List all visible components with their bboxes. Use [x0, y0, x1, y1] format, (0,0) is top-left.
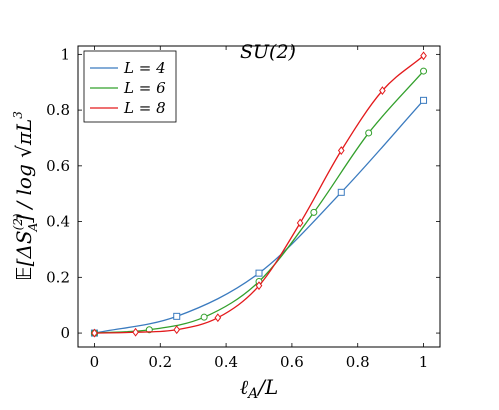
y-axis-label: 𝔼[ΔS(2)A] / log √πL3	[11, 111, 40, 281]
plot-frame	[77, 45, 441, 348]
svg-text:𝔼[ΔS(2)A] / log √πL3: 𝔼[ΔS(2)A] / log √πL3	[11, 111, 40, 281]
y-tick-label: 0.8	[46, 101, 70, 119]
data-point	[379, 86, 386, 96]
legend: L = 4 L = 6 L = 8	[83, 50, 177, 123]
x-tick-label: 1	[419, 353, 429, 371]
legend-box	[83, 50, 177, 123]
series-line	[94, 55, 424, 334]
y-axis-ticks: 0 0.2 0.4 0.6 0.8 1	[46, 45, 440, 342]
series-line	[94, 99, 425, 334]
x-axis-label: ℓA/L	[240, 375, 279, 402]
data-point	[365, 129, 373, 137]
y-tick-label: 0	[60, 324, 70, 342]
data-point	[420, 67, 428, 75]
x-axis-ticks: 0 0.2 0.4 0.6 0.8 1	[90, 46, 429, 371]
y-tick-label: 0.6	[46, 157, 70, 175]
data-point	[296, 218, 304, 228]
x-tick-label: 0.8	[346, 353, 370, 371]
data-point	[420, 51, 427, 61]
y-tick-label: 0.4	[46, 213, 70, 231]
data-point	[132, 327, 139, 337]
x-tick-label: 0	[90, 353, 100, 371]
chart-title: SU(2)	[240, 41, 296, 63]
data-point	[337, 146, 345, 155]
data-point	[200, 313, 208, 321]
data-point	[91, 328, 98, 338]
data-point	[255, 281, 263, 291]
y-tick-label: 1	[60, 45, 70, 63]
y-tick-label: 0.2	[46, 268, 70, 286]
legend-label: L = 4	[123, 59, 166, 77]
x-tick-label: 0.2	[148, 353, 172, 371]
data-point	[255, 269, 263, 277]
series-group	[90, 51, 428, 338]
legend-label: L = 6	[123, 79, 166, 97]
legend-label: L = 8	[123, 99, 166, 117]
x-tick-label: 0.4	[214, 353, 238, 371]
data-point	[214, 313, 222, 323]
x-tick-label: 0.6	[280, 353, 304, 371]
series-3	[91, 51, 427, 338]
data-point	[420, 96, 428, 104]
data-point	[173, 325, 181, 335]
data-point	[173, 312, 181, 320]
data-point	[310, 208, 318, 216]
data-point	[337, 188, 345, 196]
series-1	[90, 96, 428, 337]
